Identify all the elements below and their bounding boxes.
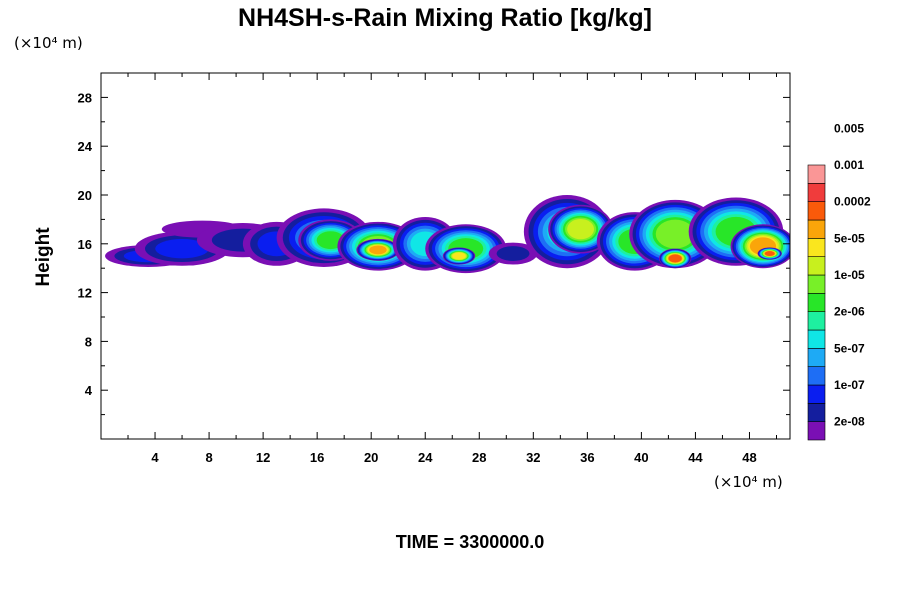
contour-band [764, 251, 775, 256]
plot-frame [100, 72, 791, 440]
contour-band [496, 246, 530, 261]
field-blob [356, 238, 400, 261]
y-tick-label: 24 [78, 139, 93, 154]
x-tick-label: 44 [688, 450, 703, 465]
colorbar-swatch [807, 421, 826, 441]
field-blob [658, 248, 692, 269]
y-tick-label: 4 [85, 383, 93, 398]
x-tick-label: 16 [310, 450, 324, 465]
colorbar-swatch [807, 164, 826, 184]
x-tick-label: 40 [634, 450, 648, 465]
field-blob [548, 204, 614, 254]
field-blob [298, 219, 364, 261]
chart-title: NH4SH-s-Rain Mixing Ratio [kg/kg] [238, 4, 652, 32]
y-tick-label: 20 [78, 188, 92, 203]
colorbar-swatch [807, 219, 826, 239]
y-tick-label: 28 [78, 90, 92, 105]
x-tick-label: 12 [256, 450, 270, 465]
colorbar: 2e-08 1e-07 5e-07 2e-06 1e-05 5e-05 0.0002 0.00… [807, 121, 871, 441]
colorbar-swatch [807, 329, 826, 349]
contour-band [452, 252, 466, 260]
field-blob [442, 247, 476, 265]
colorbar-swatch [807, 311, 826, 331]
y-tick-label: 8 [85, 334, 92, 349]
x-tick-label: 20 [364, 450, 378, 465]
field-blob [757, 247, 782, 260]
contour-band [155, 239, 209, 259]
colorbar-label: 0.0002 [834, 195, 871, 209]
x-tick-label: 8 [205, 450, 212, 465]
colorbar-swatch [807, 366, 826, 386]
x-tick-label: 28 [472, 450, 486, 465]
x-tick-label: 4 [151, 450, 159, 465]
colorbar-swatch [807, 384, 826, 404]
mixing-ratio-field [105, 195, 790, 274]
colorbar-label: 0.001 [834, 158, 864, 172]
colorbar-label: 1e-07 [834, 378, 865, 392]
x-tick-label: 24 [418, 450, 433, 465]
colorbar-label: 0.005 [834, 121, 864, 135]
colorbar-swatch [807, 238, 826, 257]
x-unit-label: (×10⁴ m) [714, 473, 783, 491]
colorbar-swatch [807, 293, 826, 312]
colorbar-label: 5e-07 [834, 341, 865, 355]
time-label: TIME = 3300000.0 [396, 532, 545, 552]
x-tick-label: 48 [742, 450, 756, 465]
colorbar-swatch [807, 274, 826, 294]
contour-band [369, 245, 387, 255]
y-tick-label: 12 [78, 286, 92, 301]
colorbar-swatch [807, 183, 826, 202]
contour-band [567, 219, 595, 240]
x-tick-label: 36 [580, 450, 594, 465]
colorbar-label: 2e-06 [834, 305, 865, 319]
y-unit-label: (×10⁴ m) [14, 34, 83, 52]
colorbar-swatch [807, 403, 826, 422]
colorbar-swatch [807, 256, 826, 276]
colorbar-label: 2e-08 [834, 415, 865, 429]
y-axis-label: Height [33, 227, 54, 287]
contour-band [655, 219, 695, 249]
colorbar-swatch [807, 348, 826, 367]
field-blob [730, 224, 790, 269]
contour-band [668, 254, 682, 263]
colorbar-label: 1e-05 [834, 268, 865, 282]
colorbar-swatch [807, 201, 826, 221]
x-tick-label: 32 [526, 450, 540, 465]
colorbar-label: 5e-05 [834, 231, 865, 245]
field-blob [488, 242, 538, 265]
y-tick-label: 16 [78, 237, 92, 252]
